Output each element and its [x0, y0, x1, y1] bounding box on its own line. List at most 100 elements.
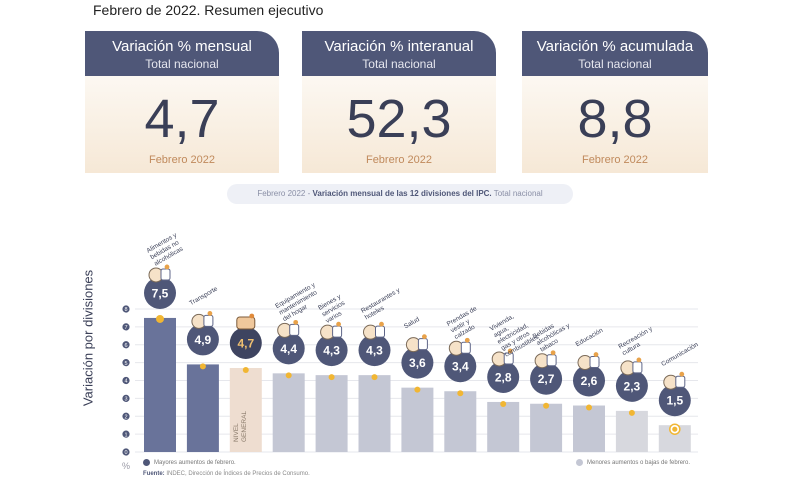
icon-shape: [236, 316, 256, 330]
card-monthly: Variación % mensual Total nacional 4,7 F…: [85, 31, 279, 173]
data-label: 4,9: [195, 333, 212, 347]
icon-shape: [289, 323, 300, 336]
icon-shape: [460, 341, 471, 354]
data-label: 2,7: [538, 372, 555, 386]
y-tick-marker: [122, 305, 130, 313]
y-unit-label: %: [122, 461, 130, 471]
bar: [272, 373, 305, 452]
bar: [186, 364, 219, 452]
card-value: 8,8: [577, 89, 653, 149]
chart-subtitle-bold: Variación mensual de las 12 divisiones d…: [312, 189, 492, 198]
category-label: Restaurantes yhoteles: [360, 287, 406, 322]
icon-shape: [503, 352, 514, 365]
data-label: 4,3: [366, 344, 383, 358]
value-circle: [315, 334, 348, 367]
card-title: Variación % interanual: [324, 38, 474, 55]
bar: [615, 410, 648, 452]
icon-accent: [336, 321, 341, 327]
bar: [401, 387, 434, 452]
umbrella-icon: [620, 357, 643, 376]
value-marker: [457, 390, 464, 397]
bottle-icon: [534, 350, 557, 369]
card-date: Febrero 2022: [148, 154, 216, 166]
y-tick-label: 6: [124, 343, 127, 349]
icon-accent: [593, 352, 599, 357]
card-subtitle: Total nacional: [362, 57, 436, 71]
value-marker: [500, 400, 507, 407]
legend-low-label: Menores aumentos o bajas de febrero.: [587, 460, 691, 467]
value-marker: [242, 366, 249, 373]
data-label: 4,7: [237, 336, 254, 350]
data-label: 1,5: [666, 394, 683, 408]
value-circle: [272, 332, 305, 365]
category-label-line: NIVEL: [233, 423, 240, 442]
icon-accent: [293, 319, 299, 325]
phone-icon: [663, 371, 686, 390]
category-label: Alimentos ybebidas noalcohólicas: [146, 231, 187, 267]
value-marker: [628, 409, 635, 416]
icon-shape: [160, 268, 171, 281]
value-circle: [487, 360, 520, 393]
card-body: 4,7 Febrero 2022: [85, 76, 279, 173]
bar: [229, 367, 262, 452]
y-tick-marker: [122, 412, 130, 420]
icon-shape: [632, 361, 643, 374]
icon-accent: [422, 334, 427, 340]
icon-shape: [417, 338, 428, 351]
source-text: INDEC, Dirección de Índices de Precios d…: [164, 471, 310, 477]
icon-shape: [332, 325, 343, 338]
value-marker: [328, 374, 335, 381]
data-label: 2,8: [495, 370, 512, 384]
icon-accent: [164, 264, 170, 270]
y-tick-label: 4: [124, 379, 127, 385]
data-label: 4,4: [280, 342, 297, 356]
value-marker: [199, 363, 206, 370]
y-tick-marker: [122, 341, 130, 349]
category-label: Bebidasalcohólicas ytabaco: [532, 315, 576, 353]
icon-accent: [679, 371, 685, 377]
bar: [358, 375, 391, 452]
value-circle: [444, 350, 477, 383]
bar: [144, 317, 176, 452]
category-label: Transporte: [188, 285, 219, 307]
card-body: 52,3 Febrero 2022: [302, 76, 496, 173]
category-label: Equipamiento ymantenimientodel hogar: [274, 281, 324, 323]
card-date: Febrero 2022: [581, 154, 649, 166]
data-label: 4,3: [323, 344, 340, 358]
value-circle: [186, 323, 219, 356]
chart-subtitle-suffix: Total nacional: [491, 189, 543, 198]
value-marker: [371, 374, 378, 381]
icon-accent: [507, 348, 513, 354]
lightbulb-icon: [491, 348, 514, 367]
icon-accent: [207, 311, 213, 316]
value-circle: [615, 369, 648, 402]
restaurant-icon: [363, 321, 385, 340]
card-title: Variación % acumulada: [536, 38, 694, 55]
card-value: 52,3: [346, 89, 452, 149]
y-tick-label: 3: [124, 397, 127, 403]
icon-accent: [249, 313, 255, 319]
icon-accent: [379, 321, 384, 327]
clothing-icon: [448, 337, 471, 356]
category-label: NIVELGENERAL: [233, 411, 248, 442]
card-header: Variación % interanual Total nacional: [302, 31, 496, 76]
data-label: 2,6: [581, 374, 598, 388]
y-tick-marker: [122, 359, 130, 367]
card-body: 8,8 Febrero 2022: [522, 76, 708, 173]
legend-high-swatch: [143, 459, 150, 466]
card-accumulated: Variación % acumulada Total nacional 8,8…: [522, 31, 708, 173]
icon-accent: [464, 337, 470, 343]
value-circle: [573, 364, 605, 397]
card-header: Variación % acumulada Total nacional: [522, 31, 708, 76]
legend-high: Mayores aumentos de febrero.: [143, 459, 236, 466]
y-tick-marker: [122, 448, 130, 456]
legend-low-swatch: [576, 459, 583, 466]
icon-shape: [589, 356, 600, 369]
basket-icon: [236, 313, 256, 330]
y-tick-marker: [122, 323, 130, 331]
data-label: 3,6: [409, 356, 426, 370]
card-subtitle: Total nacional: [578, 57, 652, 71]
source-label: Fuente:: [143, 471, 165, 477]
bus-icon: [191, 311, 214, 329]
